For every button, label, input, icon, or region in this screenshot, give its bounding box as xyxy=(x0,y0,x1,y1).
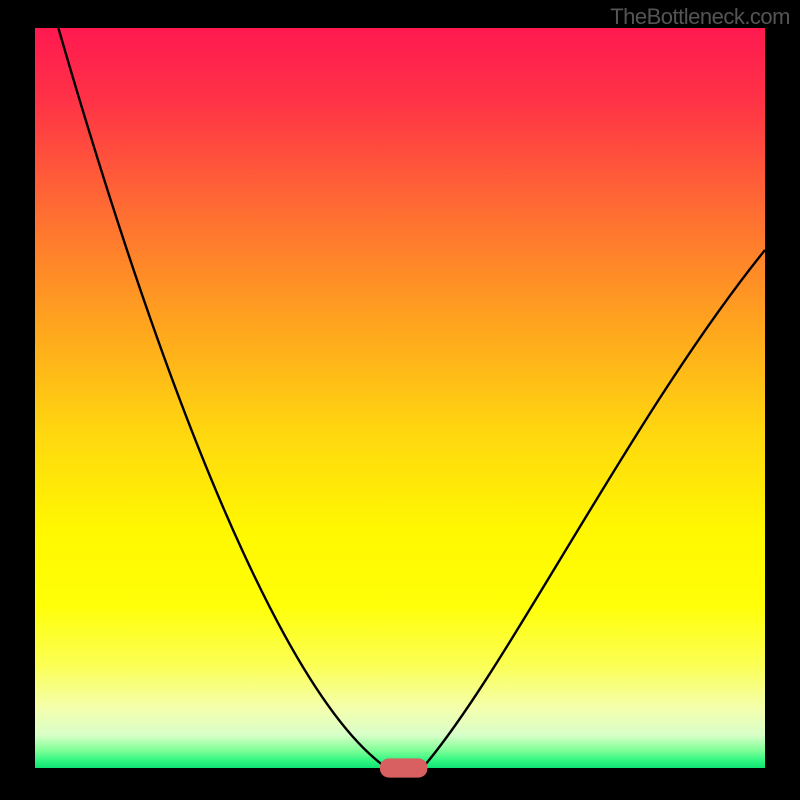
chart-container: TheBottleneck.com xyxy=(0,0,800,800)
bottleneck-chart xyxy=(0,0,800,800)
optimal-point-marker xyxy=(380,758,427,777)
plot-background xyxy=(35,28,765,768)
watermark-label: TheBottleneck.com xyxy=(610,4,790,30)
